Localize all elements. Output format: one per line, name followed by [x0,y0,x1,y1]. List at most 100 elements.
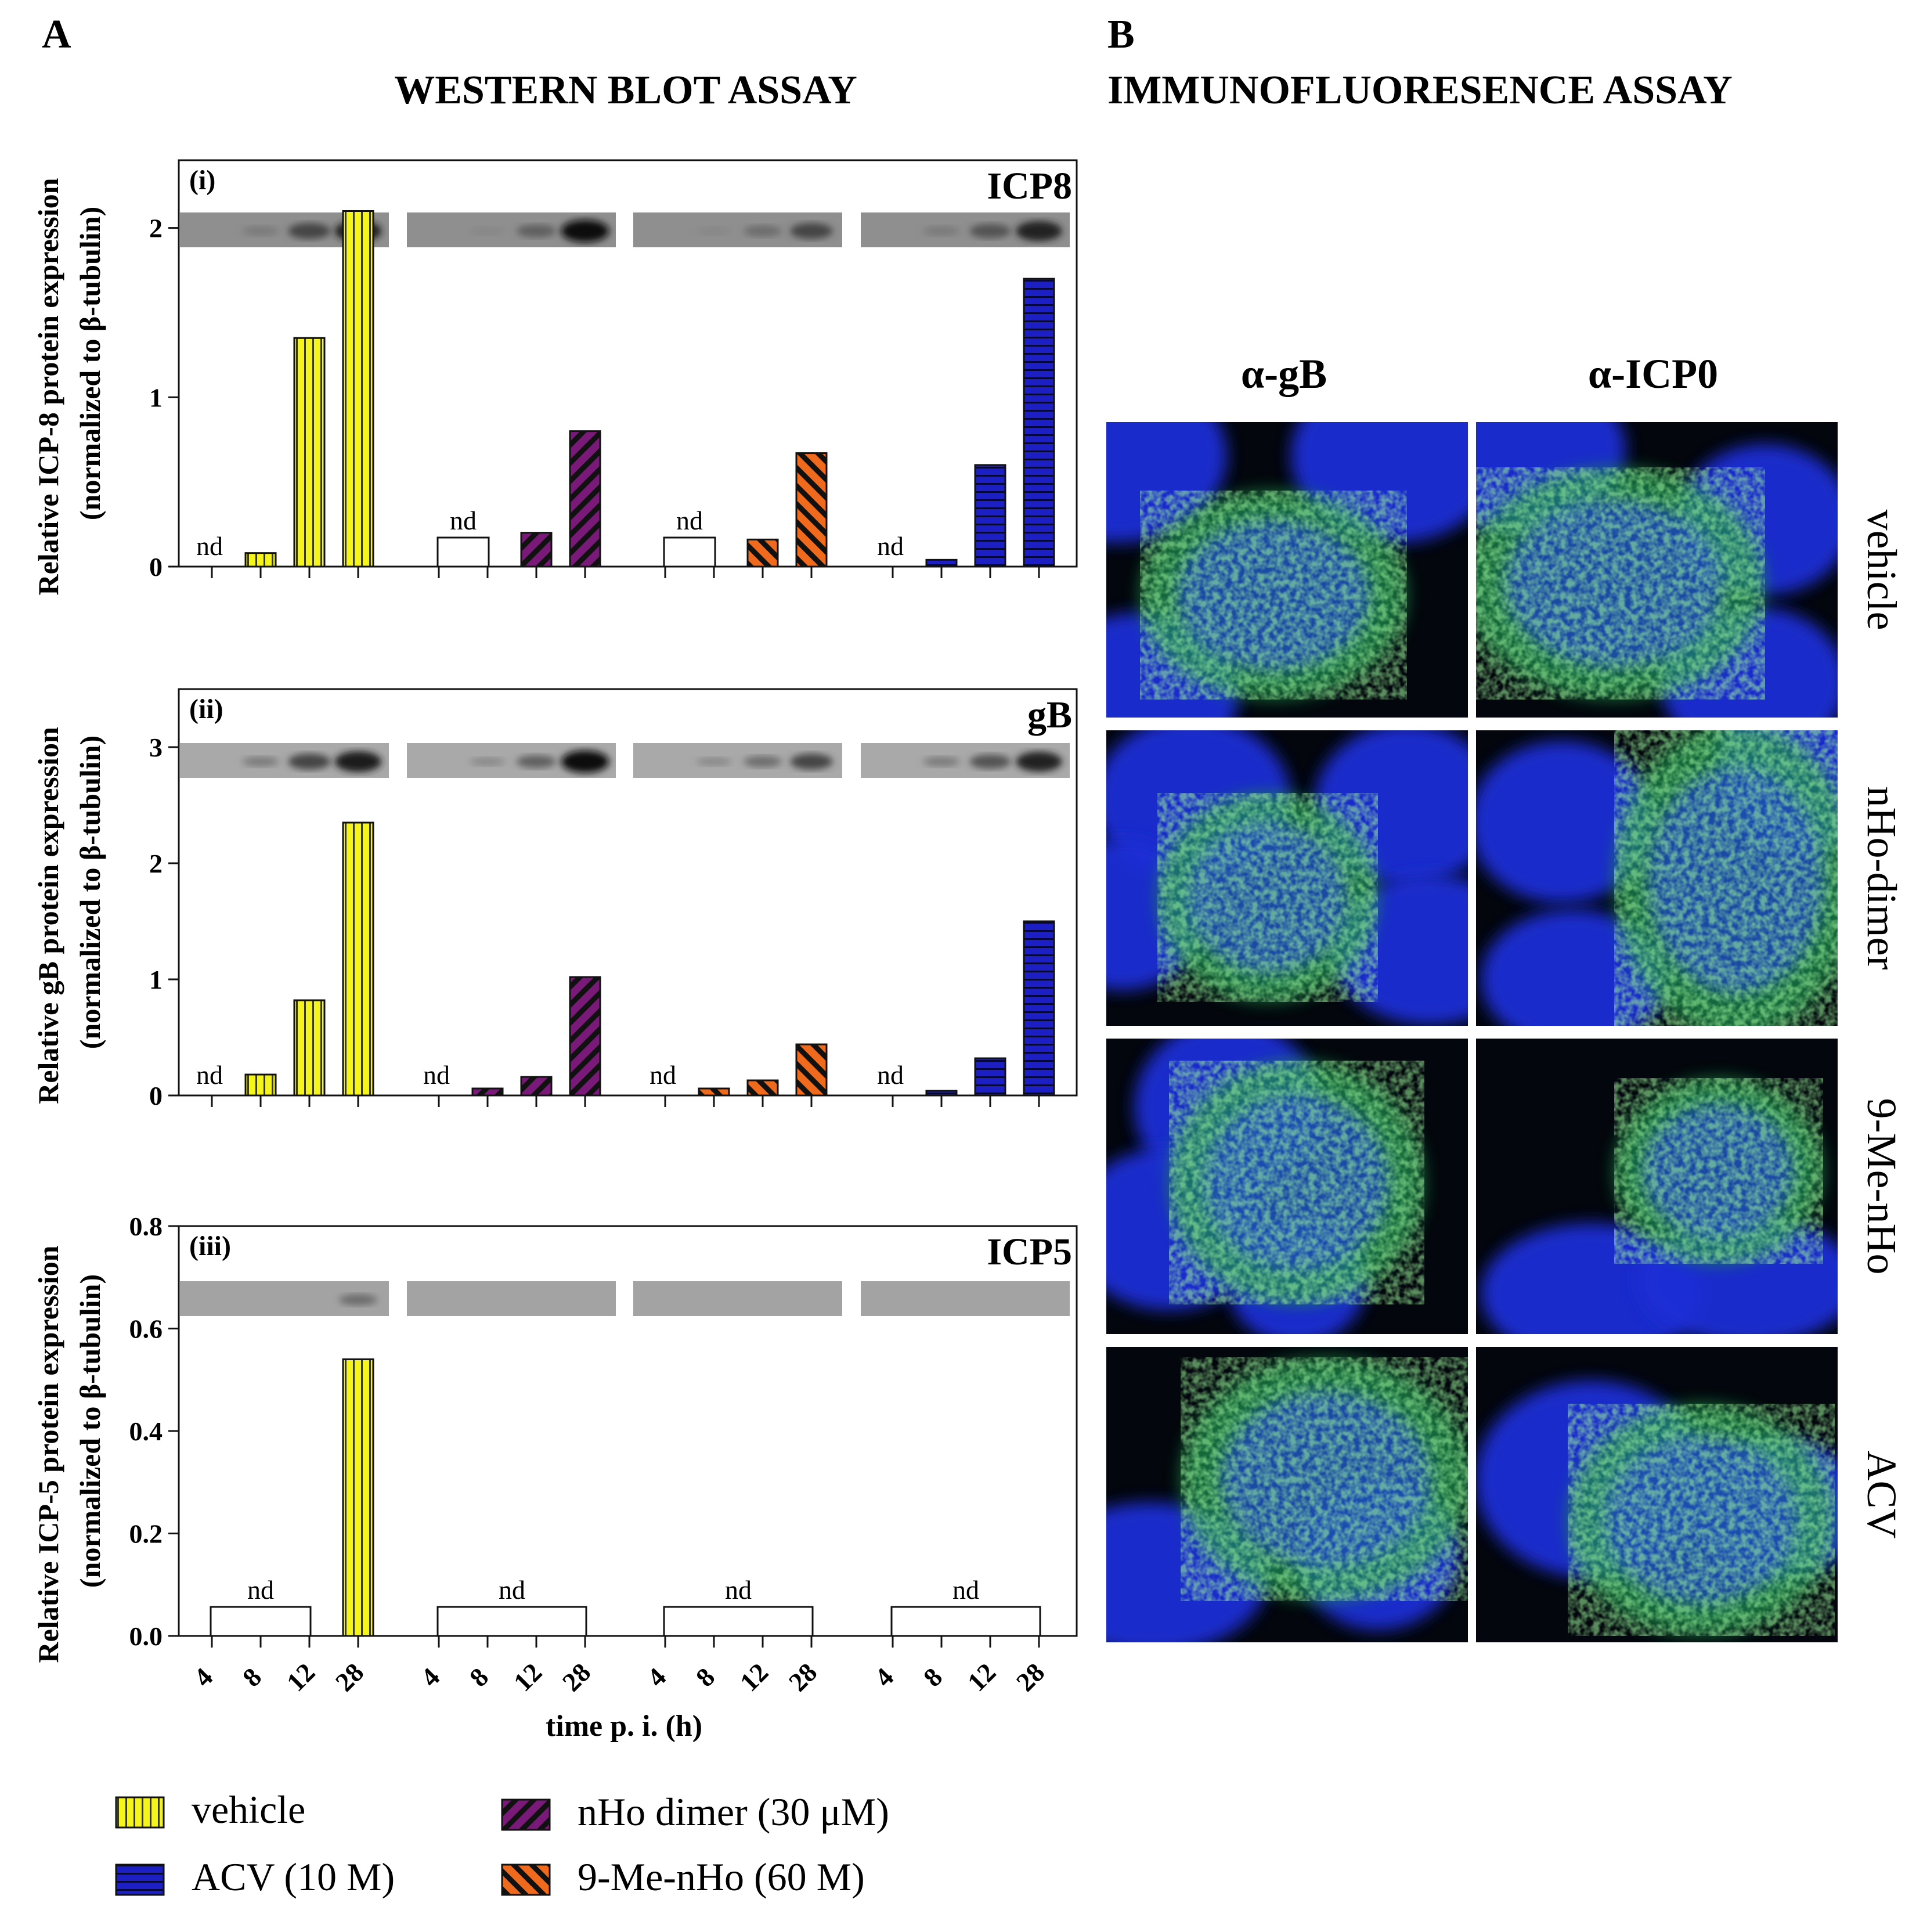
blot-strip [633,743,842,778]
y-tick-label: 0 [149,1081,163,1111]
x-tick-label: 12 [508,1657,548,1697]
blot-band [790,754,833,770]
nd-label: nd [877,531,904,561]
x-tick-label: 8 [918,1662,948,1692]
micrograph [1104,1036,1470,1336]
blot-background [407,1281,616,1316]
y-tick-label: 0.6 [129,1314,163,1344]
blot-band [516,225,557,237]
nd-label: nd [499,1575,525,1605]
micrograph-content [1475,729,1839,1027]
nd-label: nd [247,1575,274,1605]
nd-label: nd [676,506,703,535]
blot-strip [407,212,616,247]
protein-label: ICP8 [987,165,1072,207]
chart-panel-2: 0 1 2 3 Relative gB protein expression (norma… [32,688,1078,1111]
y-tick-label: 0.0 [129,1621,163,1651]
bar [244,552,277,568]
y-axis-label: (normalized to β-tubulin) [74,1274,106,1588]
legend-item: nHo dimer (30 μM) [501,1790,889,1834]
y-axis-label: (normalized to β-tubulin) [74,207,106,520]
x-tick-label: 28 [1011,1657,1051,1697]
micrograph [1104,1345,1470,1645]
nd-bracket [436,1606,587,1636]
blot-strip [180,1281,389,1316]
micrograph-border [1474,1345,1840,1645]
blot-band [288,754,331,770]
blot-band [470,758,506,766]
blot-band [923,756,960,767]
blot-band [339,1294,377,1306]
micrograph-content [1105,1357,1469,1643]
blot-band [1016,221,1062,242]
legend-swatch [501,1863,551,1896]
nd-label: nd [877,1060,904,1090]
bar [520,532,553,568]
bar [925,1090,958,1097]
bar [293,999,326,1097]
protein-label: ICP5 [987,1231,1072,1273]
legend-label: ACV (10 M) [192,1855,395,1899]
speckle-texture [1140,491,1407,700]
blot-background [861,1281,1070,1316]
bar [471,1087,504,1097]
bar [1023,920,1055,1097]
y-tick-label: 0.8 [129,1212,163,1241]
micrograph [1474,1036,1840,1336]
micrograph-content [1105,421,1469,719]
y-tick-label: 0 [149,552,163,582]
x-tick-label: 12 [281,1657,321,1697]
x-tick-label: 4 [188,1662,218,1692]
blot-strip [633,212,842,247]
micrograph-border [1104,1036,1470,1336]
panel-tag: (ii) [189,694,223,724]
bar [569,430,601,568]
nd-bracket [663,536,716,567]
bar [795,452,828,568]
x-tick-label: 28 [557,1657,597,1697]
x-tick-label: 4 [869,1662,899,1692]
protein-label: gB [1027,694,1072,736]
legend: vehicle nHo dimer (30 μM) ACV (10 M) 9-Me-n… [115,1787,889,1899]
speckle-texture [1169,1061,1424,1304]
micrograph [1474,728,1840,1028]
bar [293,337,326,568]
y-tick-label: 1 [149,965,163,994]
x-tick-label: 8 [237,1662,267,1692]
micrograph-border [1474,1036,1840,1336]
bar [746,538,779,568]
nd-label: nd [650,1060,676,1090]
x-tick-label: 8 [690,1662,720,1692]
if-column-label: α-gB [1241,351,1327,397]
legend-item: ACV (10 M) [115,1855,395,1899]
blot-band [744,225,782,237]
micrograph-content [1475,421,1839,719]
bar [342,821,374,1097]
y-tick-label: 3 [149,733,163,762]
blot-band [696,227,732,235]
blot-band [969,224,1011,239]
bar [746,1079,779,1097]
blot-band [969,754,1011,769]
x-tick-label: 12 [962,1657,1002,1697]
blot-strip [633,1281,842,1316]
nd-bracket [663,1606,814,1636]
if-row-label: vehicle [1859,510,1905,630]
bar [342,210,374,568]
panel-a-letter: A [42,12,71,57]
panel-b-title: IMMUNOFLUORESENCE ASSAY [1107,68,1733,113]
nd-label: nd [952,1575,979,1605]
if-row-label: 9-Me-nHo [1859,1098,1905,1275]
blot-band [696,758,732,766]
x-tick-label: 4 [641,1662,672,1692]
panel-a-title: WESTERN BLOT ASSAY [394,68,857,113]
nd-bracket [890,1606,1041,1636]
immunofluorescence-grid: α-gB α-ICP0 vehicle nHo-dimer 9-Me-nHo ACV [1104,351,1905,1645]
bar [974,1057,1006,1097]
bar [925,558,958,568]
nucleus [1475,741,1655,903]
micrograph-content [1105,1037,1424,1335]
legend-label: nHo dimer (30 μM) [578,1790,889,1834]
bar [795,1043,828,1097]
blot-strip [861,743,1070,778]
